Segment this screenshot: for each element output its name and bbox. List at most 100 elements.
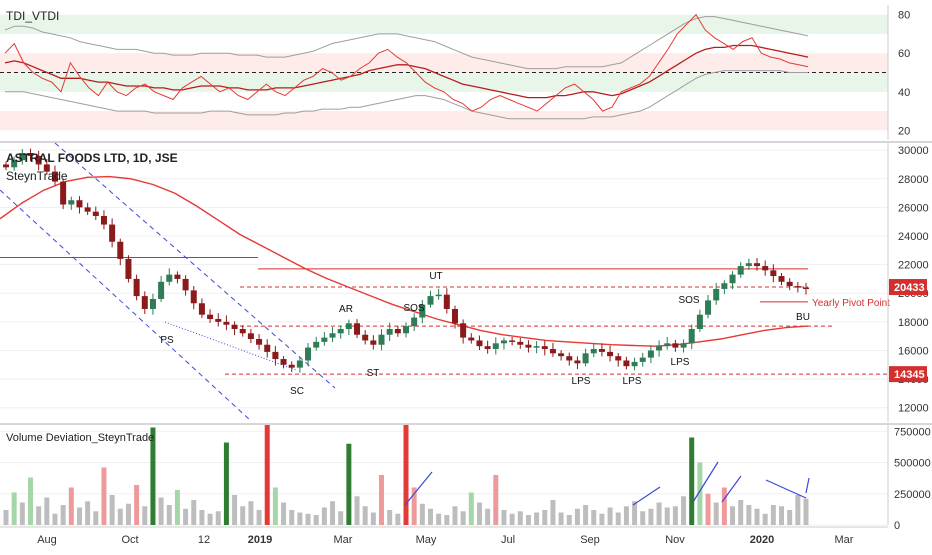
candle-body [647, 350, 654, 358]
candle-body [794, 286, 801, 288]
candle-body [737, 266, 744, 275]
volume-bar [354, 496, 360, 525]
volume-bar [738, 500, 744, 525]
candle-body [27, 153, 34, 156]
candle [51, 165, 58, 186]
candle-body [117, 241, 124, 259]
volume-bar [166, 505, 172, 525]
candle-body [566, 356, 573, 361]
annotation-ps: PS [160, 335, 174, 346]
candle-body [76, 200, 83, 208]
candle [296, 356, 303, 373]
volume-bar [525, 515, 531, 525]
pane-separators[interactable] [0, 141, 932, 425]
candle-body [247, 333, 254, 340]
volume-bar [419, 503, 425, 525]
volume-trend-arrow-2 [692, 461, 719, 503]
volume-bar [142, 506, 148, 525]
indicator-tick-label: 60 [898, 48, 910, 60]
price-tag-20433: 20433 [894, 282, 925, 294]
volume-bar [746, 505, 752, 525]
volume-bar [460, 511, 466, 525]
candle [656, 340, 663, 357]
price-tick-label: 12000 [898, 403, 929, 415]
candle [247, 328, 254, 344]
candle [141, 291, 148, 314]
candle [566, 352, 573, 366]
candle [541, 340, 548, 356]
candle-body [762, 266, 769, 271]
candle-body [443, 294, 450, 309]
candle-body [207, 314, 214, 319]
candle [313, 336, 320, 351]
candle [378, 328, 385, 351]
volume-bar [93, 511, 99, 525]
volume-bar [44, 497, 50, 525]
candle-body [631, 361, 638, 367]
volume-bar [787, 510, 793, 525]
candle [109, 218, 116, 248]
candle [558, 350, 565, 361]
volume-bar [125, 503, 131, 525]
volume-bar [117, 508, 123, 525]
candle [68, 196, 75, 210]
tdi-zone-bands [0, 14, 888, 131]
candlesticks [3, 148, 809, 373]
volume-bar [730, 506, 736, 525]
price-tick-label: 28000 [898, 174, 929, 186]
volume-bar [656, 502, 662, 525]
candle-body [525, 344, 532, 348]
volume-bar [370, 512, 376, 525]
candle [607, 345, 614, 362]
volume-bar [174, 490, 180, 525]
volume-bar [321, 507, 327, 525]
volume-bar [289, 510, 295, 525]
candle [43, 158, 50, 175]
candle-body [133, 278, 140, 297]
candle-body [19, 153, 26, 161]
candle [631, 357, 638, 371]
candle-body [51, 171, 58, 182]
candle [500, 337, 507, 350]
annotation-lps3: LPS [671, 357, 690, 368]
time-tick-2: 12 [198, 534, 210, 546]
volume-bar [199, 510, 205, 525]
candle [272, 345, 279, 366]
volume-bar [672, 506, 678, 525]
candle [786, 278, 793, 291]
price-gridlines [0, 149, 888, 409]
tdi-band-1 [0, 53, 888, 73]
candle [345, 319, 352, 336]
time-tick-5: May [416, 534, 437, 546]
price-tick-label: 16000 [898, 345, 929, 357]
price-subtitle: SteynTrade [6, 169, 68, 183]
time-tick-4: Mar [334, 534, 353, 546]
tdi-band-2 [0, 72, 888, 92]
volume-bar [583, 505, 589, 525]
volume-bar [272, 487, 278, 525]
candle [198, 298, 205, 318]
candle-body [509, 340, 516, 342]
time-axis: Aug Oct 12 2019 Mar May Jul Sep Nov 2020 Mar [0, 526, 888, 546]
candle [672, 339, 679, 352]
candle-body [745, 263, 752, 267]
candle-body [403, 326, 409, 334]
volume-axis: 0 250000 500000 750000 [887, 425, 931, 532]
tdi-signal-line [4, 44, 809, 99]
candle [403, 322, 409, 338]
annotation-st: ST [367, 368, 380, 379]
volume-bar [411, 487, 417, 525]
volume-bar [362, 506, 368, 525]
tdi-band-3 [0, 111, 888, 131]
candle [305, 343, 312, 367]
candle [354, 319, 361, 338]
candle [27, 148, 34, 162]
candle-body [451, 308, 458, 324]
volume-bar [648, 508, 654, 525]
time-tick-8: Nov [665, 534, 685, 546]
candle-body [394, 329, 401, 334]
candle-body [435, 294, 442, 297]
candle-body [321, 337, 328, 342]
volume-bar [3, 510, 9, 525]
